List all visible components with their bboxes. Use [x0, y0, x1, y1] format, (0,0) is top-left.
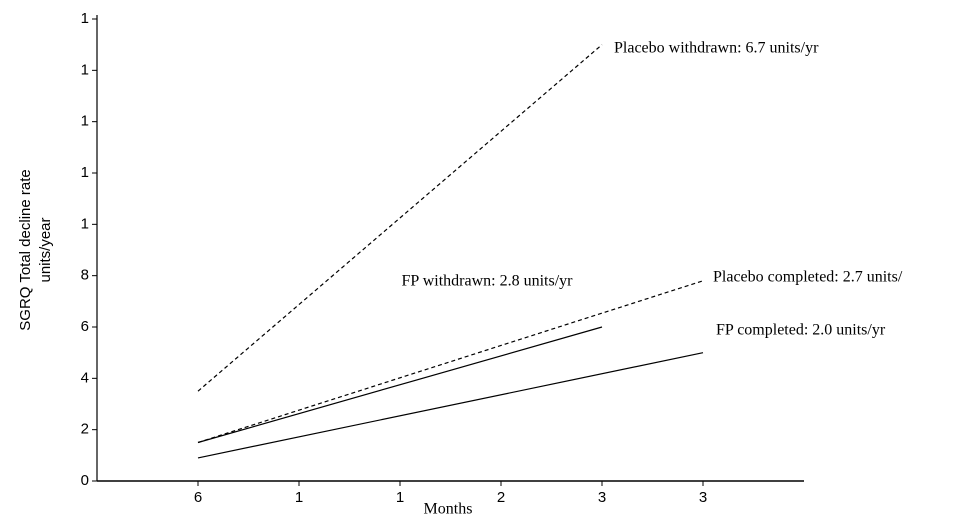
x-tick-label: 6: [194, 489, 202, 506]
y-tick-label: 1: [81, 164, 89, 181]
x-axis-label: Months: [424, 501, 473, 518]
x-tick-label: 1: [396, 489, 404, 506]
series-annotation: FP completed: 2.0 units/yr: [716, 321, 886, 338]
y-tick-label: 1: [81, 215, 89, 232]
series-annotation: Placebo withdrawn: 6.7 units/yr: [614, 39, 819, 56]
x-tick-label: 2: [497, 489, 505, 506]
x-tick-label: 1: [295, 489, 303, 506]
y-label-line: SGRQ Total decline rate: [17, 169, 34, 330]
series-annotation: FP withdrawn: 2.8 units/yr: [402, 273, 574, 290]
x-tick-label: 3: [598, 489, 606, 506]
y-tick-label: 6: [81, 318, 89, 335]
series-line: [197, 280, 704, 444]
series-line: [197, 326, 603, 444]
series-annotation: Placebo completed: 2.7 units/: [713, 268, 903, 285]
y-label-line: units/year: [37, 217, 54, 282]
y-tick-label: 1: [81, 113, 89, 130]
x-tick-label: 3: [699, 489, 707, 506]
y-axis-label: SGRQ Total decline rate units/year: [17, 169, 54, 330]
y-tick-label: 1: [81, 61, 89, 78]
series-line: [197, 352, 704, 459]
y-tick-label: 0: [81, 472, 89, 489]
y-tick-label: 2: [81, 421, 89, 438]
y-tick-label: 1: [81, 10, 89, 27]
series-line: [197, 44, 603, 392]
y-tick-label: 8: [81, 267, 89, 284]
y-tick-label: 4: [81, 369, 89, 386]
